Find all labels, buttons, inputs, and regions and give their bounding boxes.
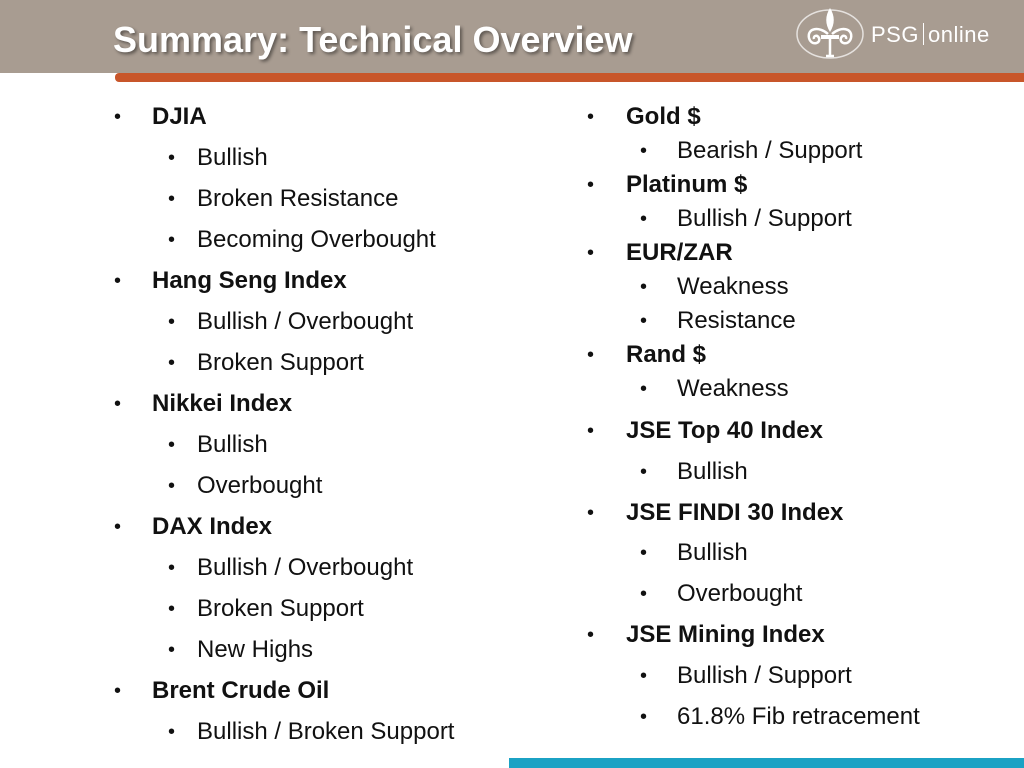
bullet-text: Broken Support <box>197 349 364 376</box>
bullet-marker: • <box>168 434 176 456</box>
slide-title: Summary: Technical Overview <box>113 19 633 60</box>
bullet-text: Becoming Overbought <box>197 226 436 253</box>
bullet-marker: • <box>640 583 648 605</box>
bullet-marker: • <box>168 598 176 620</box>
bullet-marker: • <box>168 311 176 333</box>
bullet-text: Broken Resistance <box>197 185 399 212</box>
bullet-marker: • <box>640 276 648 298</box>
bullet-marker: • <box>587 106 595 128</box>
bullet-text: DJIA <box>152 103 207 130</box>
bullet-marker: • <box>587 174 595 196</box>
footer-accent-bar <box>509 758 1024 768</box>
bullet-text: Bullish / Support <box>677 205 852 232</box>
bullet-text: Hang Seng Index <box>152 267 347 294</box>
bullet-text: Bullish / Overbought <box>197 308 414 335</box>
bullet-text: Nikkei Index <box>152 390 293 417</box>
bullet-marker: • <box>168 352 176 374</box>
bullet-text: Weakness <box>677 375 789 402</box>
accent-bar <box>115 73 1024 82</box>
bullet-marker: • <box>587 420 595 442</box>
bullet-text: EUR/ZAR <box>626 239 733 266</box>
bullet-text: 61.8% Fib retracement <box>677 703 920 730</box>
bullet-text: Platinum $ <box>626 171 748 198</box>
bullet-text: Weakness <box>677 273 789 300</box>
bullet-marker: • <box>168 721 176 743</box>
bullet-marker: • <box>640 542 648 564</box>
bullet-text: Bullish / Overbought <box>197 554 414 581</box>
logo-wordmark: PSG online <box>871 22 990 48</box>
bullet-text: Bullish <box>197 431 268 458</box>
bullet-marker: • <box>168 229 176 251</box>
bullet-text: Bullish <box>677 458 748 485</box>
bullet-marker: • <box>587 502 595 524</box>
bullet-text: Bullish <box>197 144 268 171</box>
bullet-marker: • <box>168 557 176 579</box>
bullet-text: JSE Mining Index <box>626 621 825 648</box>
bullet-marker: • <box>587 242 595 264</box>
header-bar: Summary: Technical Overview PSG online <box>0 0 1024 73</box>
bullet-text: Bullish <box>677 539 748 566</box>
bullet-text: Bullish / Support <box>677 662 852 689</box>
bullet-marker: • <box>587 624 595 646</box>
bullet-marker: • <box>640 706 648 728</box>
bullet-marker: • <box>640 310 648 332</box>
bullet-text: Rand $ <box>626 341 707 368</box>
bullet-text: Broken Support <box>197 595 364 622</box>
bullet-text: Resistance <box>677 307 796 334</box>
fleur-de-lis-icon <box>796 8 864 59</box>
bullet-marker: • <box>168 188 176 210</box>
bullet-text: Bullish / Broken Support <box>197 718 455 745</box>
bullet-text: Overbought <box>197 472 323 499</box>
psg-online-logo: PSG online <box>795 4 1005 64</box>
bullet-marker: • <box>114 393 122 415</box>
logo-brand: PSG <box>871 22 919 47</box>
logo-divider <box>922 23 924 45</box>
bullet-marker: • <box>114 270 122 292</box>
bullet-text: Gold $ <box>626 103 701 130</box>
bullet-marker: • <box>168 475 176 497</box>
bullet-marker: • <box>168 147 176 169</box>
bullet-text: JSE FINDI 30 Index <box>626 499 844 526</box>
logo-suffix: online <box>927 22 990 47</box>
bullet-text: DAX Index <box>152 513 273 540</box>
bullet-marker: • <box>640 140 648 162</box>
bullet-marker: • <box>640 208 648 230</box>
bullet-marker: • <box>640 665 648 687</box>
bullet-text: JSE Top 40 Index <box>626 417 823 444</box>
bullet-marker: • <box>114 680 122 702</box>
bullet-text: Brent Crude Oil <box>152 677 330 704</box>
bullet-marker: • <box>587 344 595 366</box>
bullet-marker: • <box>114 516 122 538</box>
bullet-text: Bearish / Support <box>677 137 863 164</box>
bullet-text: Overbought <box>677 580 803 607</box>
bullet-text: New Highs <box>197 636 314 663</box>
bullet-marker: • <box>640 461 648 483</box>
bullet-marker: • <box>114 106 122 128</box>
bullet-marker: • <box>168 639 176 661</box>
bullet-marker: • <box>640 378 648 400</box>
